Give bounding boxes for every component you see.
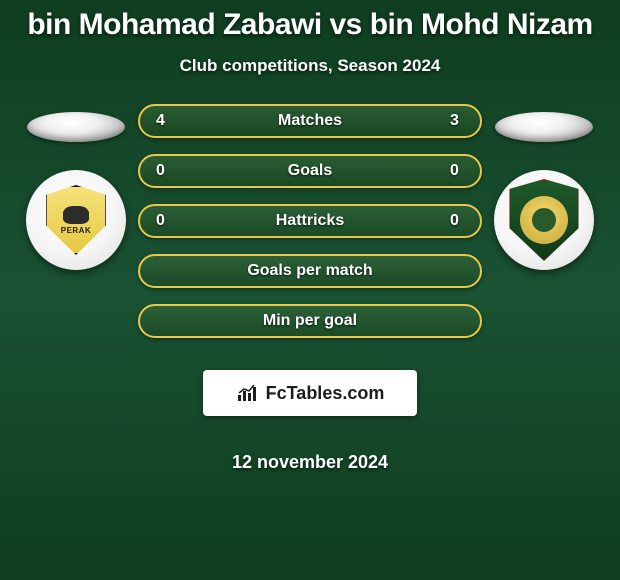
stat-row-min-per-goal: Min per goal — [138, 304, 482, 338]
page-subtitle: Club competitions, Season 2024 — [180, 56, 441, 76]
right-club-crest — [494, 170, 594, 270]
fctables-chart-icon — [236, 384, 260, 402]
date-line: 12 november 2024 — [232, 452, 388, 473]
stat-label: Hattricks — [276, 212, 344, 230]
stat-right-val: 3 — [450, 112, 464, 130]
right-crest-mark — [532, 208, 556, 232]
stat-label: Goals — [288, 162, 332, 180]
stat-right-val: 0 — [450, 212, 464, 230]
stat-label: Min per goal — [263, 312, 357, 330]
brand-box[interactable]: FcTables.com — [203, 370, 417, 416]
right-club-shield — [508, 179, 580, 261]
left-player-ellipse — [27, 112, 125, 142]
right-crest-inner — [520, 196, 568, 244]
stat-left-val: 4 — [156, 112, 170, 130]
left-club-shield: PERAK — [45, 185, 107, 255]
stat-right-val: 0 — [450, 162, 464, 180]
tiger-icon — [63, 206, 89, 224]
right-player-col — [494, 104, 594, 270]
stat-row-hattricks: 0 Hattricks 0 — [138, 204, 482, 238]
stat-row-goals: 0 Goals 0 — [138, 154, 482, 188]
stat-label: Matches — [278, 112, 342, 130]
stat-row-goals-per-match: Goals per match — [138, 254, 482, 288]
stat-left-val: 0 — [156, 162, 170, 180]
page-title: bin Mohamad Zabawi vs bin Mohd Nizam — [27, 8, 592, 42]
comparison-card: bin Mohamad Zabawi vs bin Mohd Nizam Clu… — [0, 0, 620, 580]
brand-text: FcTables.com — [266, 383, 385, 404]
main-row: PERAK 4 Matches 3 0 Goals 0 0 Hattricks … — [0, 104, 620, 473]
stats-column: 4 Matches 3 0 Goals 0 0 Hattricks 0 Goal… — [138, 104, 482, 473]
stat-row-matches: 4 Matches 3 — [138, 104, 482, 138]
left-crest-banner: PERAK — [61, 226, 92, 235]
stat-label: Goals per match — [247, 262, 372, 280]
right-player-ellipse — [495, 112, 593, 142]
stat-left-val: 0 — [156, 212, 170, 230]
left-club-crest: PERAK — [26, 170, 126, 270]
left-player-col: PERAK — [26, 104, 126, 270]
